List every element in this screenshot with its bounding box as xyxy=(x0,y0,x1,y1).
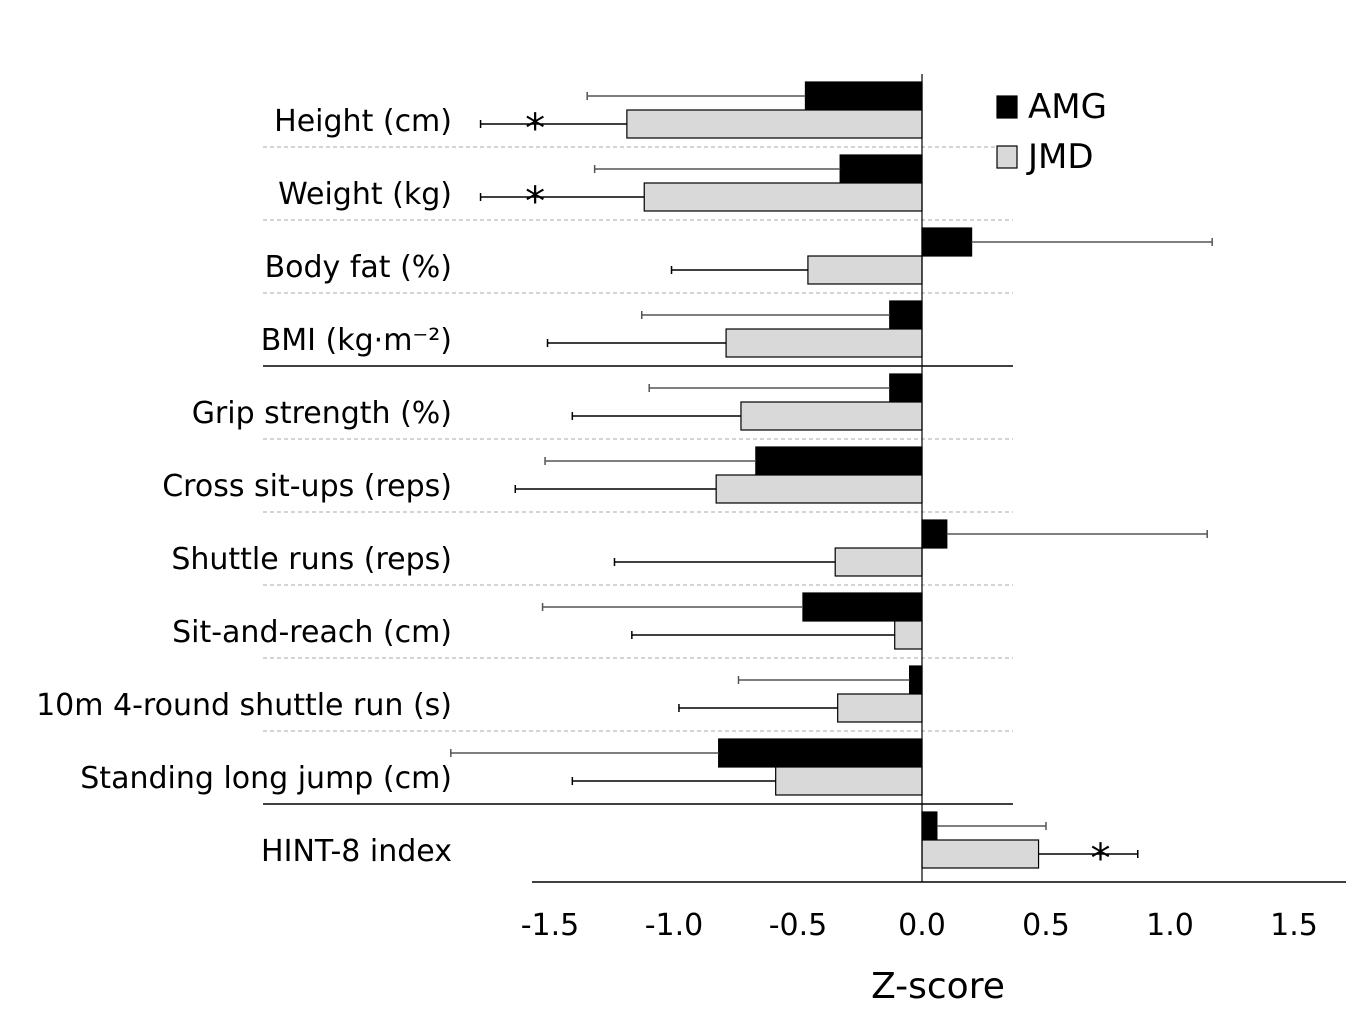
bar-amg-hint-8-index xyxy=(921,811,938,841)
x-tick-label: 0.0 xyxy=(898,908,946,943)
category-label-bmi-kg-m: BMI (kg·m⁻²) xyxy=(261,323,452,358)
category-label-weight-kg: Weight (kg) xyxy=(278,177,452,212)
x-axis: -1.5 -1.0 -0.5 0.0 0.5 1.0 1.5 xyxy=(521,74,1346,943)
bar-jmd-grip-strength xyxy=(740,401,923,431)
category-label-sit-and-reach-cm: Sit-and-reach (cm) xyxy=(172,615,452,650)
bar-jmd-standing-long-jump-cm xyxy=(775,766,923,796)
category-label-hint-8-index: HINT-8 index xyxy=(261,834,452,869)
bar-amg-height-cm xyxy=(804,81,923,111)
bar-jmd-body-fat xyxy=(807,255,923,285)
category-label-standing-long-jump-cm: Standing long jump (cm) xyxy=(80,761,452,796)
group-separators xyxy=(263,146,1013,805)
x-tick-label: -1.5 xyxy=(521,908,580,943)
x-tick-label: 1.0 xyxy=(1146,908,1194,943)
x-tick-label: 0.5 xyxy=(1022,908,1070,943)
legend-swatch-jmd xyxy=(996,145,1018,169)
bar-amg-sit-and-reach-cm xyxy=(802,592,923,622)
category-label-shuttle-runs-reps: Shuttle runs (reps) xyxy=(171,542,452,577)
bar-amg-cross-sit-ups-reps xyxy=(755,446,923,476)
x-tick-label: 1.5 xyxy=(1270,908,1318,943)
bar-amg-bmi-kg-m xyxy=(889,300,923,330)
bars xyxy=(626,81,1040,869)
significance-star: * xyxy=(525,179,545,225)
x-axis-title: Z-score xyxy=(871,966,1005,1007)
category-label-body-fat: Body fat (%) xyxy=(265,250,452,285)
bar-amg-grip-strength xyxy=(889,373,923,403)
bar-jmd-sit-and-reach-cm xyxy=(894,620,923,650)
significance-star: * xyxy=(525,106,545,152)
x-tick-label: -1.0 xyxy=(645,908,704,943)
significance-markers: * * * xyxy=(525,106,1110,882)
bar-amg-standing-long-jump-cm xyxy=(718,738,923,768)
category-labels: Height (cm) Weight (kg) Body fat (%) BMI (k… xyxy=(36,104,452,869)
legend: AMG JMD xyxy=(996,87,1107,177)
bar-jmd-10m-4-round-shuttle-run-s xyxy=(837,693,923,723)
bar-amg-body-fat xyxy=(921,227,973,257)
bar-jmd-cross-sit-ups-reps xyxy=(715,474,923,504)
bar-jmd-shuttle-runs-reps xyxy=(834,547,923,577)
x-tick-label: -0.5 xyxy=(769,908,828,943)
bar-jmd-height-cm xyxy=(626,109,923,139)
bar-amg-10m-4-round-shuttle-run-s xyxy=(908,665,923,695)
legend-label-jmd: JMD xyxy=(1026,137,1094,177)
significance-star: * xyxy=(1091,836,1111,882)
category-label-grip-strength: Grip strength (%) xyxy=(192,396,452,431)
category-label-cross-sit-ups-reps: Cross sit-ups (reps) xyxy=(162,469,452,504)
bar-amg-shuttle-runs-reps xyxy=(921,519,948,549)
category-label-height-cm: Height (cm) xyxy=(274,104,452,139)
bar-jmd-hint-8-index xyxy=(921,839,1040,869)
bar-jmd-bmi-kg-m xyxy=(725,328,923,358)
legend-swatch-amg xyxy=(996,95,1018,119)
legend-label-amg: AMG xyxy=(1028,87,1107,127)
bar-amg-weight-kg xyxy=(839,154,923,184)
bar-jmd-weight-kg xyxy=(643,182,923,212)
error-bars xyxy=(450,92,1213,858)
category-label-10m-4-round-shuttle-run-s: 10m 4-round shuttle run (s) xyxy=(36,688,452,723)
